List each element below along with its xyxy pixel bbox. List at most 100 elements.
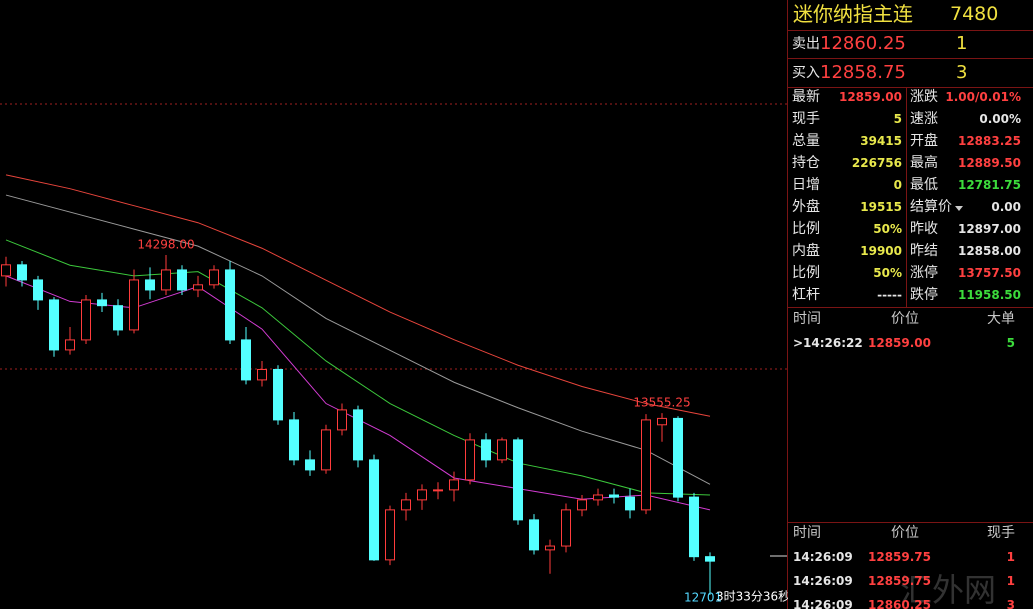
moving-average: [5, 194, 711, 485]
candle-body: [145, 279, 155, 291]
candle-body: [17, 264, 27, 281]
candle-body: [513, 439, 523, 521]
stat-label: 最低: [910, 177, 938, 193]
stat-label: 杠杆: [792, 287, 820, 303]
candle-body: [417, 489, 427, 501]
watermark: 汇外网: [900, 571, 997, 609]
candle-body: [305, 459, 315, 471]
candle-body: [33, 279, 43, 301]
buy-qty: 3: [956, 62, 968, 83]
candle-body: [401, 499, 411, 511]
low-label: 12701: [684, 591, 722, 605]
candle-body: [81, 299, 91, 341]
tick-cell: 3: [1006, 598, 1015, 609]
candle-body: [481, 439, 491, 461]
stat-value: 12897.00: [957, 222, 1021, 236]
tick-cell: 12859.75: [868, 550, 932, 564]
moving-average: [5, 174, 711, 417]
candle-body: [465, 439, 475, 481]
candle-body: [641, 419, 651, 511]
tick-cell: 12859.75: [868, 574, 932, 588]
stat-label: 现手: [792, 111, 820, 127]
high-label: 14298.00: [137, 238, 194, 252]
stat-value: 50%: [873, 266, 902, 280]
stat-value: 12781.75: [957, 178, 1021, 192]
divider: [906, 88, 907, 307]
candle-body: [609, 494, 619, 498]
candle-body: [289, 419, 299, 461]
candle-body: [209, 269, 219, 286]
stat-value: 0.00: [991, 200, 1021, 214]
column-header: 大单: [987, 311, 1015, 327]
candle-body: [1, 264, 11, 277]
tick-cell: >14:26:22: [793, 336, 863, 350]
stat-value: 0: [893, 178, 902, 192]
stat-label: 外盘: [792, 199, 820, 215]
candle-body: [49, 299, 59, 351]
stat-value: 19515: [860, 200, 902, 214]
stat-label: 跌停: [910, 287, 938, 303]
candle-body: [225, 269, 235, 341]
stat-label: 速涨: [910, 111, 938, 127]
sell-label: 卖出: [792, 36, 820, 52]
stat-value: 1.00/0.01%: [945, 90, 1021, 104]
candle-body: [577, 499, 587, 511]
candle-body: [369, 459, 379, 561]
candle-body: [273, 368, 283, 421]
tick-cell: 14:26:09: [793, 574, 853, 588]
stat-value: 50%: [873, 222, 902, 236]
separator: [788, 307, 1033, 308]
stat-label: 昨收: [910, 221, 938, 237]
stat-value: 12883.25: [957, 134, 1021, 148]
candle-body: [545, 545, 555, 551]
tick-cell: 5: [1006, 336, 1015, 350]
stat-label: 比例: [792, 265, 820, 281]
column-header: 现手: [987, 525, 1015, 541]
candle-body: [257, 368, 267, 381]
candle-body: [689, 496, 699, 558]
candle-body: [161, 269, 171, 291]
stat-label: 涨跌: [910, 89, 938, 105]
candle-body: [97, 299, 107, 307]
stat-label: 结算价: [910, 199, 952, 215]
tick-cell: 14:26:09: [793, 598, 853, 609]
stat-value: 12889.50: [957, 156, 1021, 170]
stat-value: 12858.00: [957, 244, 1021, 258]
stat-value: 12859.00: [838, 90, 902, 104]
symbol-name: 迷你纳指主连: [793, 2, 913, 26]
stat-value: 0.00%: [979, 112, 1021, 126]
tick-cell: 14:26:09: [793, 550, 853, 564]
separator: [788, 87, 1033, 88]
stat-label: 比例: [792, 221, 820, 237]
candle-body: [561, 509, 571, 547]
candle-body: [705, 556, 715, 562]
sell-price: 12860.25: [820, 33, 906, 54]
candle-body: [385, 509, 395, 561]
candle-body: [321, 429, 331, 471]
stat-value: 5: [893, 112, 902, 126]
stat-label: 内盘: [792, 243, 820, 259]
stat-value: 13757.50: [957, 266, 1021, 280]
candle-body: [449, 479, 459, 491]
candle-body: [241, 339, 251, 381]
stat-label: 持仓: [792, 155, 820, 171]
buy-label: 买入: [792, 65, 820, 81]
column-header: 价位: [891, 311, 919, 327]
candle-body: [625, 496, 635, 511]
candle-body: [129, 279, 139, 331]
dropdown-arrow[interactable]: [954, 204, 964, 212]
stat-value: 226756: [851, 156, 902, 170]
stat-value: 19900: [860, 244, 902, 258]
tick-cell: 1: [1006, 574, 1015, 588]
stat-label: 最新: [792, 89, 820, 105]
column-header: 时间: [793, 311, 821, 327]
stat-value: 39415: [860, 134, 902, 148]
stat-value: -----: [877, 288, 902, 302]
buy-price: 12858.75: [820, 62, 906, 83]
candle-body: [657, 417, 667, 426]
stat-label: 总量: [792, 133, 820, 149]
stat-value: 11958.50: [957, 288, 1021, 302]
candle-body: [593, 494, 603, 501]
separator: [788, 58, 1033, 59]
